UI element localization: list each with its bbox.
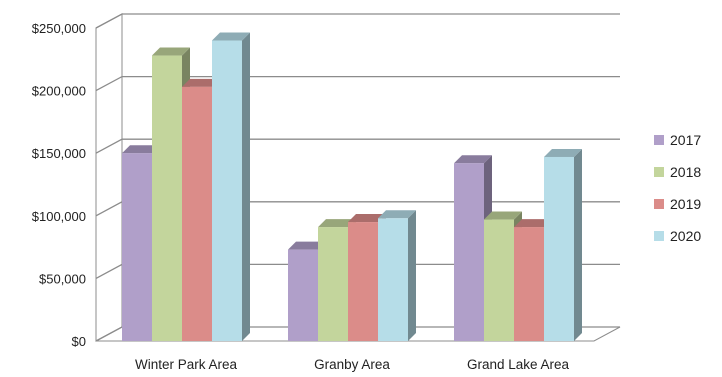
legend-label: 2019 [670, 196, 701, 212]
y-tick-label: $150,000 [32, 146, 86, 161]
bar-top-face [212, 32, 250, 41]
category-label: Winter Park Area [135, 357, 238, 372]
y-tick-label: $0 [72, 334, 86, 349]
bar-front-face [454, 163, 484, 341]
bar-front-face [318, 227, 348, 341]
bar-top-face [348, 214, 386, 223]
legend-swatch [654, 231, 664, 241]
bar-side-face [408, 210, 416, 341]
legend-swatch [654, 135, 664, 145]
category-label: Grand Lake Area [467, 357, 570, 372]
bar-side-face [242, 32, 250, 342]
legend-label: 2018 [670, 164, 701, 180]
bar-top-face [378, 210, 416, 219]
bar-top-face [318, 219, 356, 228]
bars [122, 32, 582, 342]
bar-top-face [152, 47, 190, 56]
bar-top-face [122, 145, 160, 154]
bar [544, 148, 582, 341]
legend-swatch [654, 167, 664, 177]
bar [378, 210, 416, 341]
y-tick-label: $100,000 [32, 209, 86, 224]
legend-swatch [654, 199, 664, 209]
side-wall [95, 13, 123, 342]
bar-front-face [212, 40, 242, 342]
bar-top-face [288, 241, 326, 250]
y-tick-label: $250,000 [32, 21, 86, 36]
y-tick-label: $200,000 [32, 84, 86, 99]
bar-top-face [544, 148, 582, 157]
bar-front-face [544, 156, 574, 341]
bar-top-face [454, 155, 492, 164]
bar-front-face [122, 153, 152, 341]
bar-front-face [288, 249, 318, 341]
legend: 2017 2018 2019 2020 [654, 132, 701, 244]
y-axis-tick-labels: $0 $50,000 $100,000 $150,000 $200,000 $250,00… [32, 21, 86, 349]
category-label: Granby Area [314, 357, 390, 372]
legend-label: 2017 [670, 132, 701, 148]
bar [212, 32, 250, 342]
y-tick-label: $50,000 [39, 271, 86, 286]
gridline [95, 75, 620, 92]
bar-front-face [378, 218, 408, 341]
bar-front-face [152, 55, 182, 341]
bar-top-face [182, 78, 220, 87]
legend-label: 2020 [670, 228, 701, 244]
bar-top-face [514, 219, 552, 228]
gridline [95, 13, 620, 29]
gridline [95, 138, 620, 154]
bar-top-face [484, 211, 522, 220]
bar-side-face [574, 148, 582, 341]
bar-front-face [348, 222, 378, 341]
bar-front-face [484, 219, 514, 341]
bar-front-face [514, 227, 544, 341]
x-axis-category-labels: Winter Park Area Granby Area Grand Lake Ar… [135, 357, 570, 372]
bar-front-face [182, 86, 212, 342]
